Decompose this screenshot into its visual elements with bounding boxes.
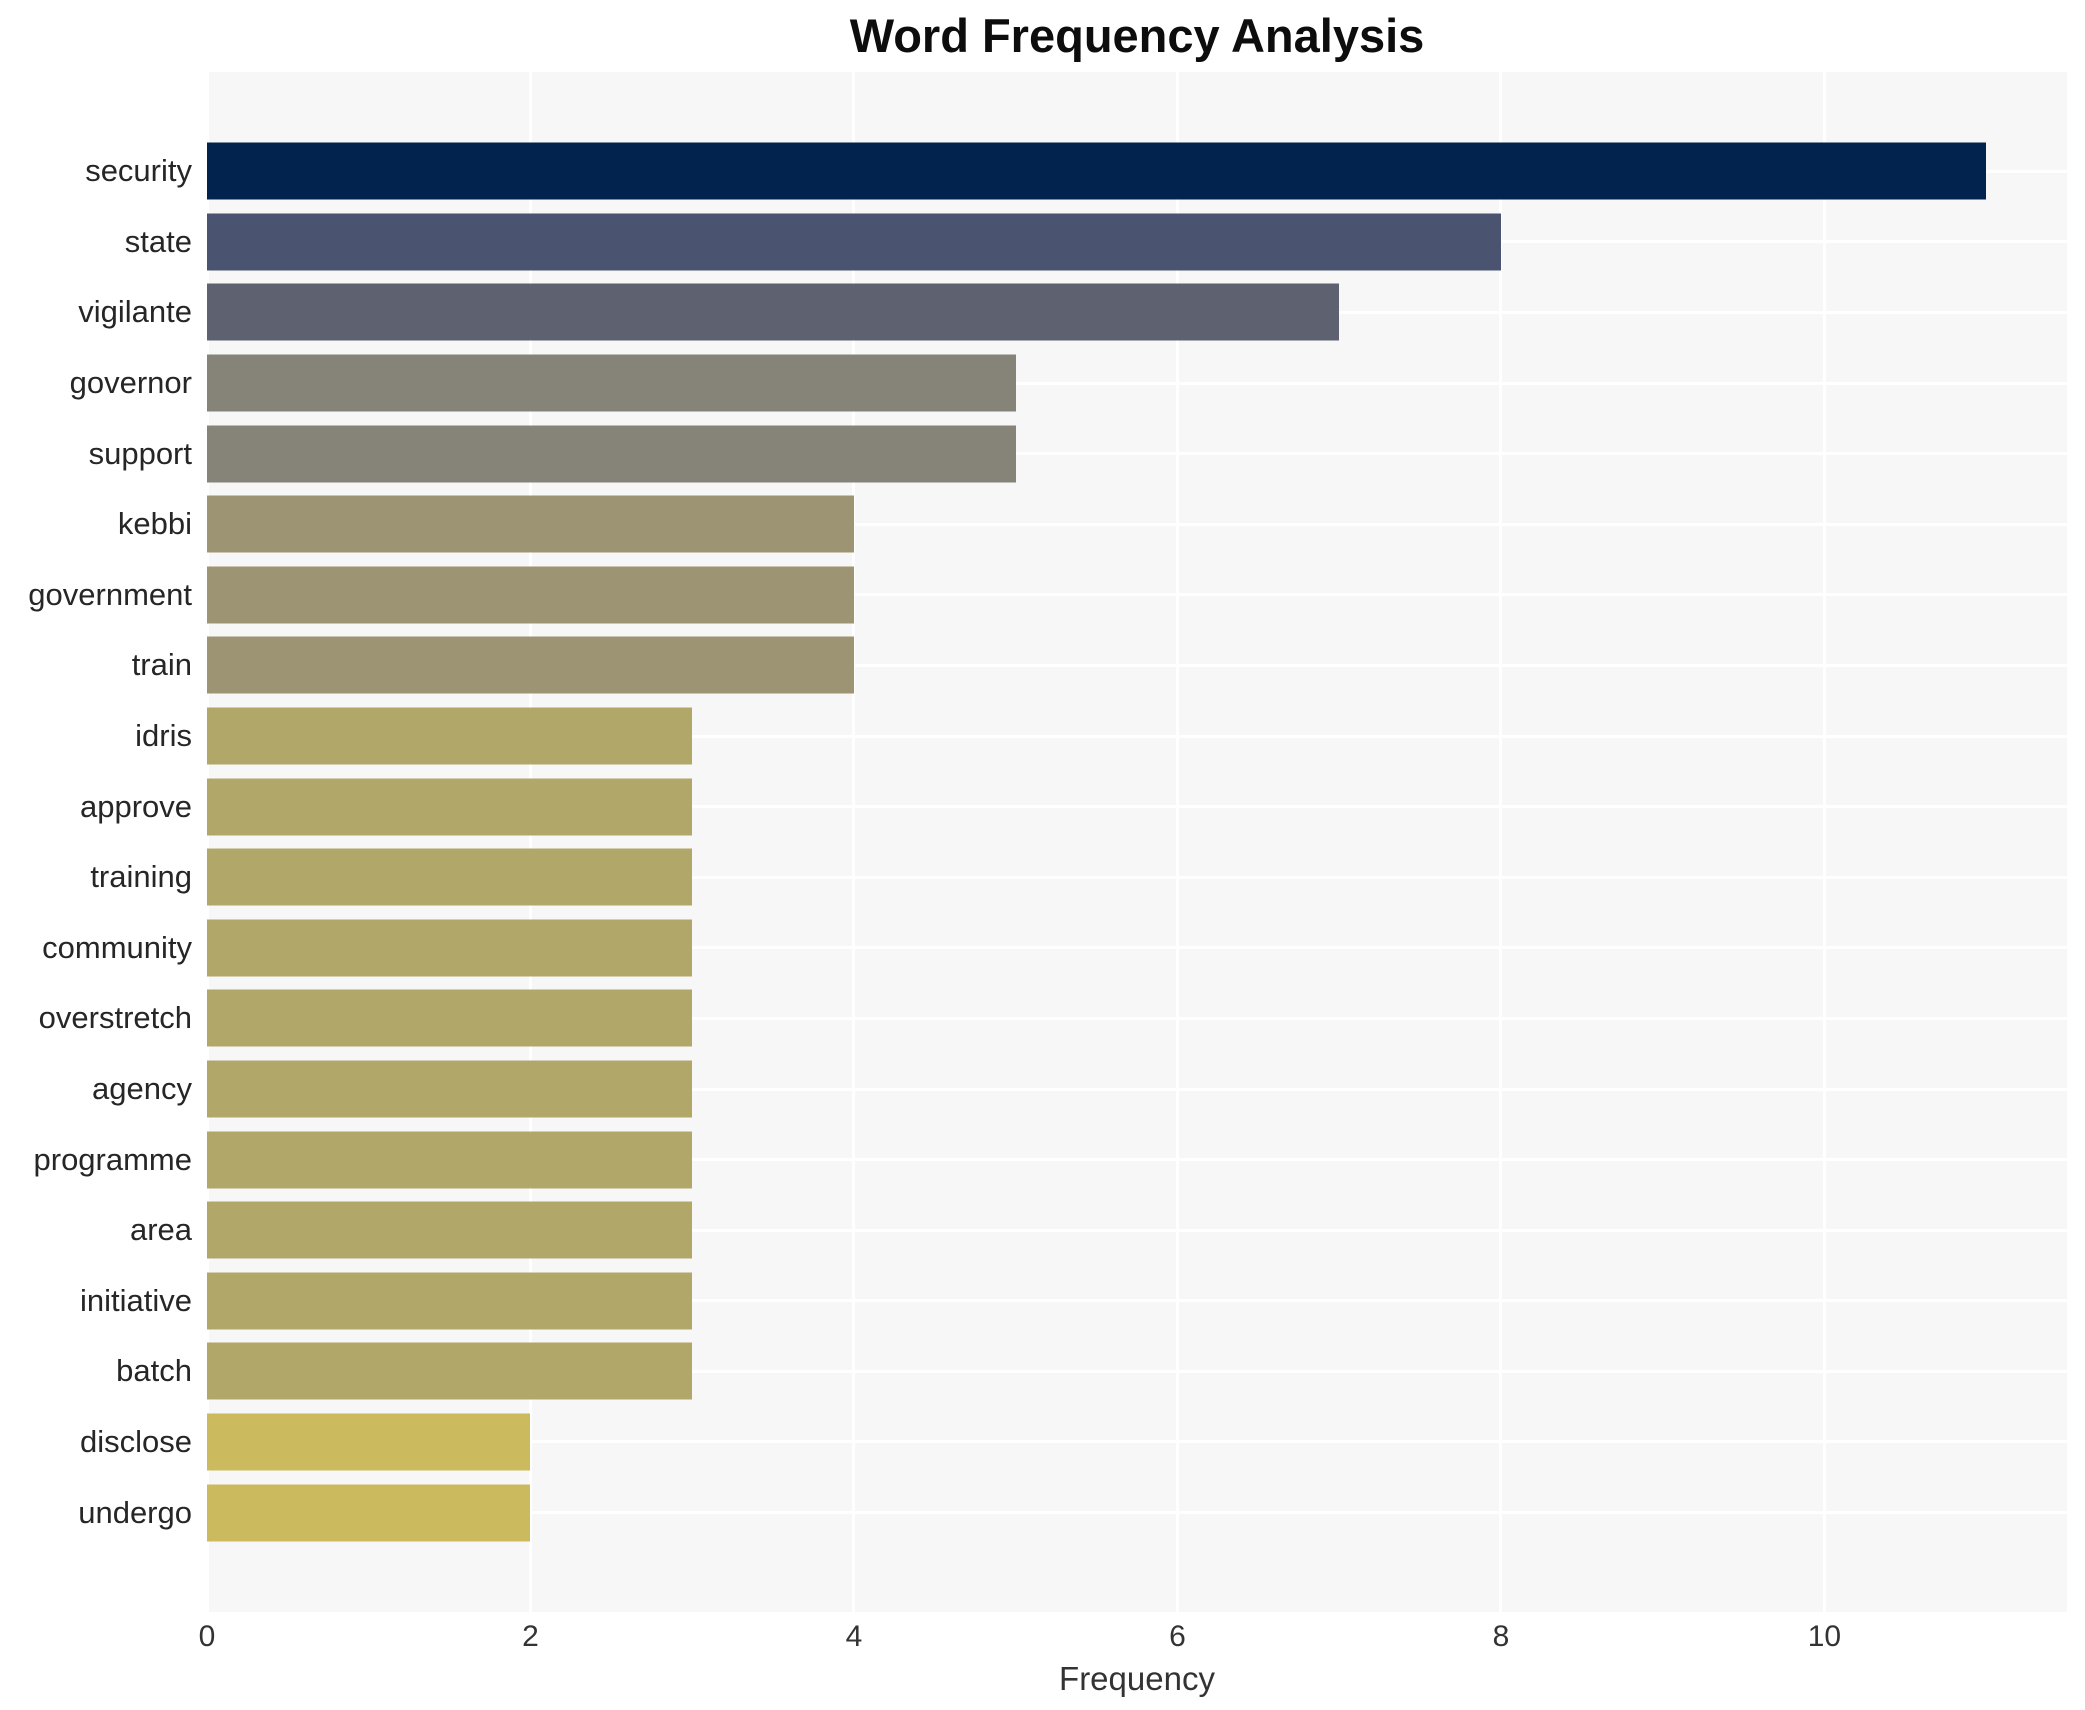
gridline-x-10	[1822, 72, 1826, 1612]
x-tick-label-0: 0	[198, 1620, 216, 1653]
category-label-area: area	[129, 1212, 192, 1248]
category-label-training: training	[90, 859, 192, 895]
category-label-overstretch: overstretch	[38, 1000, 192, 1036]
category-label-programme: programme	[33, 1141, 193, 1177]
y-gridline	[207, 663, 2067, 667]
x-tick-label-4: 4	[845, 1620, 863, 1653]
category-label-batch: batch	[116, 1353, 192, 1389]
bar-row	[207, 418, 2067, 489]
y-gridline	[207, 734, 2067, 738]
gridline-x-4	[852, 72, 856, 1612]
x-axis-label: Frequency	[1059, 1660, 1215, 1697]
bar-initiative	[207, 1272, 693, 1330]
y-gridline	[207, 1228, 2067, 1232]
bar-governor	[207, 354, 1016, 412]
x-tick-label-6: 6	[1169, 1620, 1186, 1653]
bar-idris	[207, 707, 693, 765]
bar-rows	[207, 136, 2067, 1548]
category-label-kebbi: kebbi	[117, 506, 192, 542]
bar-row	[207, 348, 2067, 419]
bar-support	[207, 425, 1016, 483]
bar-vigilante	[207, 283, 1340, 341]
bar-row	[207, 1054, 2067, 1125]
bar-area	[207, 1201, 693, 1259]
bar-disclose	[207, 1413, 531, 1471]
category-label-vigilante: vigilante	[78, 294, 192, 330]
category-label-idris: idris	[135, 718, 192, 754]
category-label-support: support	[88, 435, 192, 471]
gridline-x-8	[1499, 72, 1503, 1612]
bar-kebbi	[207, 495, 854, 553]
x-tick-label-10: 10	[1807, 1620, 1842, 1653]
y-gridline	[207, 1369, 2067, 1373]
bar-overstretch	[207, 989, 693, 1047]
bar-batch	[207, 1342, 693, 1400]
bar-undergo	[207, 1484, 531, 1542]
bar-row	[207, 1407, 2067, 1478]
bar-row	[207, 1195, 2067, 1266]
category-label-train: train	[131, 647, 192, 683]
category-label-undergo: undergo	[78, 1494, 192, 1530]
y-gridline	[207, 522, 2067, 526]
bar-row	[207, 489, 2067, 560]
x-axis-tick-labels: 0 2 4 6 8 10	[199, 1620, 2067, 1660]
gridline-x-0	[205, 72, 209, 1612]
y-gridline	[207, 1440, 2067, 1444]
bar-row	[207, 1477, 2067, 1548]
bar-row	[207, 842, 2067, 913]
y-gridline	[207, 1016, 2067, 1020]
bar-security	[207, 142, 1987, 200]
y-gridline	[207, 1299, 2067, 1303]
bar-row	[207, 136, 2067, 207]
bar-row	[207, 277, 2067, 348]
category-label-government: government	[28, 576, 192, 612]
y-gridline	[207, 1511, 2067, 1515]
category-label-state: state	[124, 223, 192, 259]
bar-row	[207, 1124, 2067, 1195]
x-tick-label-8: 8	[1492, 1620, 1510, 1653]
category-label-agency: agency	[92, 1071, 192, 1107]
x-tick-label-2: 2	[522, 1620, 539, 1653]
bar-agency	[207, 1060, 693, 1118]
bar-row	[207, 913, 2067, 984]
bar-row	[207, 701, 2067, 772]
bar-row	[207, 771, 2067, 842]
y-gridline	[207, 946, 2067, 950]
y-gridline	[207, 1158, 2067, 1162]
bar-state	[207, 213, 1501, 271]
bar-community	[207, 919, 693, 977]
bar-government	[207, 566, 854, 624]
gridline-x-6	[1175, 72, 1179, 1612]
y-gridline	[207, 452, 2067, 456]
category-label-community: community	[42, 929, 192, 965]
bar-training	[207, 848, 693, 906]
bar-train	[207, 636, 854, 694]
bar-row	[207, 983, 2067, 1054]
bar-row	[207, 630, 2067, 701]
category-label-disclose: disclose	[80, 1423, 192, 1459]
category-label-approve: approve	[79, 788, 192, 824]
bar-row	[207, 207, 2067, 278]
y-gridline	[207, 1087, 2067, 1091]
bar-row	[207, 1266, 2067, 1337]
category-label-governor: governor	[69, 365, 192, 401]
bar-row	[207, 1336, 2067, 1407]
bar-approve	[207, 778, 693, 836]
bar-programme	[207, 1131, 693, 1189]
bar-row	[207, 560, 2067, 631]
gridline-x-2	[528, 72, 532, 1612]
y-gridline	[207, 593, 2067, 597]
y-gridline	[207, 381, 2067, 385]
y-gridline	[207, 805, 2067, 809]
y-gridline	[207, 875, 2067, 879]
chart-title: Word Frequency Analysis	[849, 9, 1425, 62]
plot-panel	[205, 72, 2067, 1612]
category-label-security: security	[85, 153, 192, 189]
y-axis-category-labels: security state vigilante governor support keb…	[0, 136, 192, 1548]
category-label-initiative: initiative	[80, 1282, 192, 1318]
